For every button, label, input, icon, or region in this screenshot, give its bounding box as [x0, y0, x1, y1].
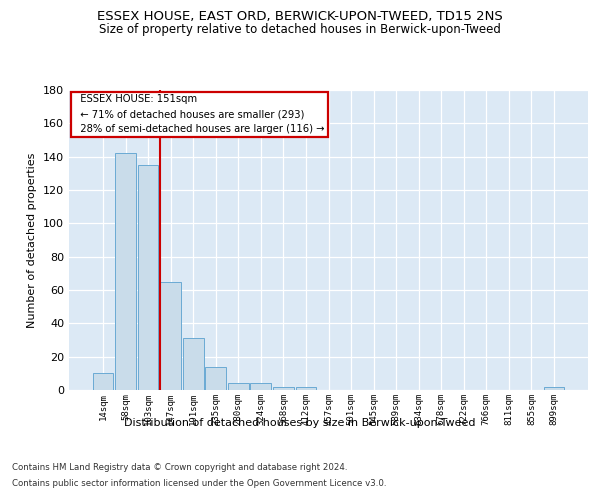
Text: Size of property relative to detached houses in Berwick-upon-Tweed: Size of property relative to detached ho…: [99, 22, 501, 36]
Bar: [296, 386, 316, 390]
Text: ESSEX HOUSE, EAST ORD, BERWICK-UPON-TWEED, TD15 2NS: ESSEX HOUSE, EAST ORD, BERWICK-UPON-TWEE…: [97, 10, 503, 23]
Y-axis label: Number of detached properties: Number of detached properties: [28, 152, 37, 328]
Bar: [228, 384, 248, 390]
Bar: [92, 374, 113, 390]
Bar: [160, 282, 181, 390]
Bar: [250, 384, 271, 390]
Bar: [205, 366, 226, 390]
Bar: [137, 165, 158, 390]
Bar: [273, 386, 294, 390]
Text: ESSEX HOUSE: 151sqm
  ← 71% of detached houses are smaller (293)
  28% of semi-d: ESSEX HOUSE: 151sqm ← 71% of detached ho…: [74, 94, 325, 134]
Bar: [115, 154, 136, 390]
Text: Contains public sector information licensed under the Open Government Licence v3: Contains public sector information licen…: [12, 478, 386, 488]
Bar: [544, 386, 565, 390]
Text: Contains HM Land Registry data © Crown copyright and database right 2024.: Contains HM Land Registry data © Crown c…: [12, 464, 347, 472]
Text: Distribution of detached houses by size in Berwick-upon-Tweed: Distribution of detached houses by size …: [124, 418, 476, 428]
Bar: [183, 338, 203, 390]
